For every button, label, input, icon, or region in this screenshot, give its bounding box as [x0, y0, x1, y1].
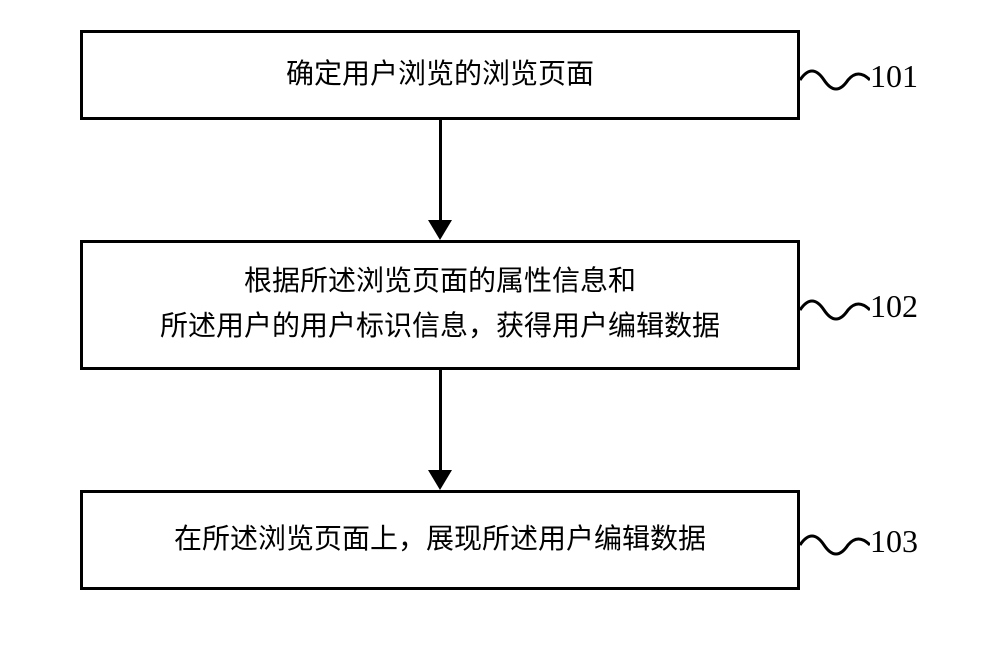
connector-squiggle-2 [800, 290, 870, 330]
flowchart-step-3: 在所述浏览页面上，展现所述用户编辑数据 [80, 490, 800, 590]
flowchart-step-1: 确定用户浏览的浏览页面 [80, 30, 800, 120]
step-1-text: 确定用户浏览的浏览页面 [266, 53, 614, 98]
step-1-label: 101 [870, 58, 918, 95]
arrow-2-to-3 [428, 370, 452, 490]
step-2-label: 102 [870, 288, 918, 325]
step-3-text: 在所述浏览页面上，展现所述用户编辑数据 [154, 518, 726, 563]
connector-squiggle-1 [800, 60, 870, 100]
step-3-label: 103 [870, 523, 918, 560]
step-2-text-line1: 根据所述浏览页面的属性信息和 [224, 260, 656, 305]
arrow-1-to-2 [428, 120, 452, 240]
step-2-text-line2: 所述用户的用户标识信息，获得用户编辑数据 [140, 305, 740, 350]
flowchart-step-2: 根据所述浏览页面的属性信息和 所述用户的用户标识信息，获得用户编辑数据 [80, 240, 800, 370]
connector-squiggle-3 [800, 525, 870, 565]
